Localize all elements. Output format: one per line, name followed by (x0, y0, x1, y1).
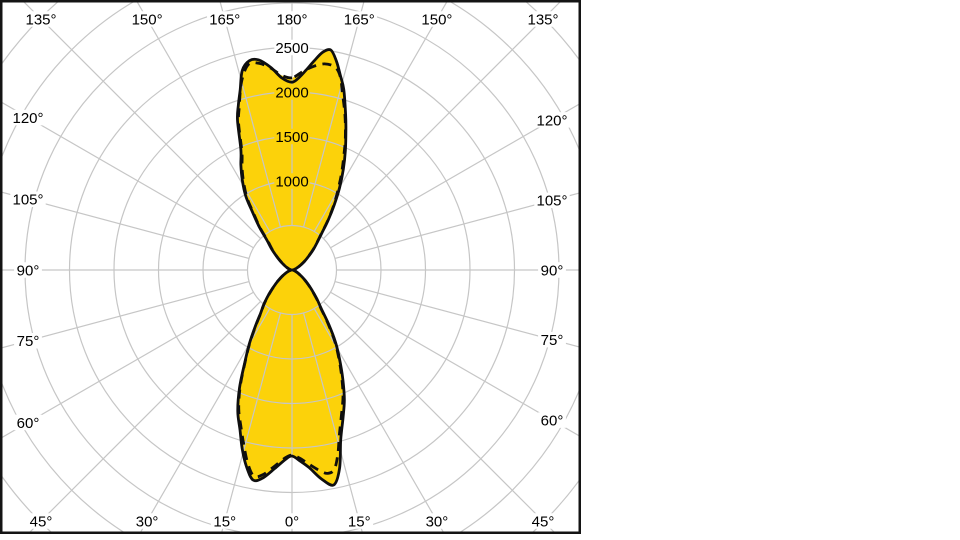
angle-label-right-bg (534, 192, 570, 209)
grid-ray (221, 312, 282, 532)
angle-label-top: 150° (421, 11, 452, 28)
angle-label-left-bg (10, 109, 46, 126)
angle-label-top-bg (274, 11, 310, 27)
angle-label-bottom: 30° (136, 513, 159, 530)
angle-label-top-bg (23, 11, 59, 27)
angle-label-right-bg (538, 331, 566, 348)
angle-label-bottom-bg (529, 513, 557, 529)
angle-label-top-bg (207, 11, 243, 27)
angle-label-bottom: 15° (213, 513, 236, 530)
radial-tick-label: 2000 (275, 84, 308, 101)
angle-label-left: 120° (12, 110, 43, 127)
angle-label-top-bg (341, 11, 377, 27)
grid-ray (302, 312, 363, 532)
angle-label-top: 135° (527, 11, 558, 28)
angle-label-right: 60° (541, 413, 564, 430)
grid-ray (313, 2, 448, 232)
angle-label-left: 105° (12, 192, 43, 209)
angle-label-bottom-bg (27, 513, 55, 529)
grid-ray (2, 102, 254, 249)
angle-label-right: 90° (541, 262, 564, 279)
angle-label-top-bg (129, 11, 165, 27)
angle-label-right: 120° (536, 112, 567, 129)
angle-label-bottom: 45° (30, 513, 53, 530)
angle-label-left: 90° (17, 262, 40, 279)
angle-label-right-bg (534, 112, 570, 128)
angle-label-top-bg (525, 11, 561, 27)
radial-tick-label-bg (274, 173, 310, 189)
radial-tick-label-bg (274, 84, 310, 100)
angle-label-left-bg (14, 414, 42, 431)
radial-tick-label-bg (274, 39, 310, 56)
angle-label-bottom-bg (423, 513, 451, 529)
grid-ray (330, 103, 579, 249)
grid-ray (2, 191, 250, 260)
grid-ray (330, 291, 579, 437)
radial-tick-label: 1000 (275, 173, 308, 190)
angle-label-bottom-bg (345, 513, 374, 529)
grid-ray (334, 280, 579, 348)
angle-label-top: 165° (344, 11, 375, 28)
chart-clip-group: 1000 1500 2000 2500 135° 150° 165° 180° 165° 150°… (2, 2, 579, 532)
grid-ray (334, 192, 579, 260)
angle-label-right: 75° (541, 332, 564, 349)
angle-label-bottom: 15° (348, 513, 371, 530)
grid-ray (2, 280, 250, 349)
distribution-curve-solid (236, 48, 348, 487)
angle-label-top: 165° (209, 11, 240, 28)
angle-label-top: 180° (276, 11, 307, 28)
angle-label-bottom-bg (210, 513, 239, 529)
angle-label-right-bg (538, 412, 566, 428)
grid-ray (136, 2, 271, 232)
radial-tick-label-bg (274, 128, 310, 145)
angle-label-left-bg (14, 332, 42, 349)
angle-label-top: 150° (132, 11, 163, 28)
grid-ray (140, 308, 271, 532)
angle-label-right: 105° (536, 193, 567, 210)
angle-label-bottom-bg (281, 513, 303, 529)
angle-label-left: 60° (17, 415, 40, 432)
radial-tick-label: 1500 (275, 129, 308, 146)
angle-label-left-bg (14, 262, 42, 278)
grid-ray (313, 308, 444, 532)
angle-label-bottom: 0° (285, 513, 299, 530)
radial-tick-label: 2500 (275, 40, 308, 57)
angle-label-left-bg (10, 191, 46, 208)
grid-ray (219, 2, 282, 228)
angle-label-bottom: 45° (532, 513, 555, 530)
angle-label-top-bg (419, 11, 455, 27)
grid-ray (2, 291, 254, 438)
angle-label-left: 75° (17, 333, 40, 350)
angle-label-top: 135° (25, 11, 56, 28)
angle-label-bottom: 30° (426, 513, 449, 530)
angle-label-bottom-bg (133, 513, 161, 529)
angle-label-right-bg (538, 262, 566, 278)
grid-ray (302, 2, 365, 228)
